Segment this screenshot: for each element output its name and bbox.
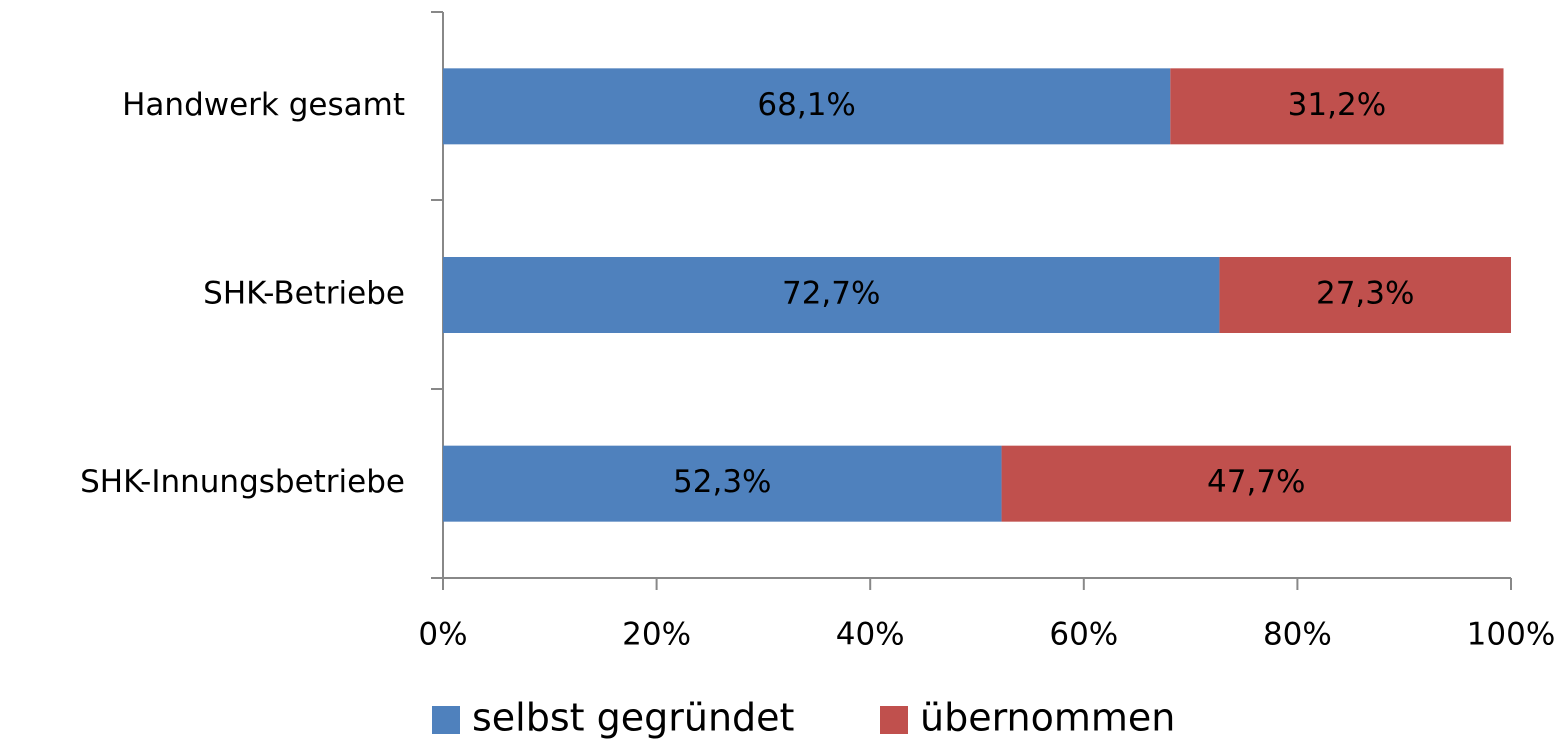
legend-swatch: [880, 706, 908, 734]
bar: [1219, 257, 1511, 333]
value-label: 52,3%: [673, 464, 771, 500]
bar: [1170, 68, 1504, 145]
legend-swatch: [432, 706, 460, 734]
bar: [443, 445, 1002, 522]
bar: [443, 257, 1220, 333]
value-label: 27,3%: [1316, 276, 1414, 312]
y-tick-label: SHK-Innungsbetriebe: [80, 464, 405, 500]
value-label: 68,1%: [757, 87, 855, 123]
y-tick-label: SHK-Betriebe: [203, 276, 405, 312]
legend-label: übernommen: [920, 696, 1175, 740]
y-tick-label: Handwerk gesamt: [122, 87, 405, 123]
x-tick-label: 20%: [622, 617, 691, 653]
x-tick-label: 60%: [1049, 617, 1118, 653]
value-label: 72,7%: [782, 276, 880, 312]
bar: [443, 68, 1171, 145]
bar: [1001, 445, 1511, 522]
value-label: 47,7%: [1207, 464, 1305, 500]
x-tick-label: 40%: [836, 617, 905, 653]
legend-label: selbst gegründet: [472, 696, 794, 740]
value-label: 31,2%: [1288, 87, 1386, 123]
x-tick-label: 0%: [418, 617, 467, 653]
x-tick-label: 80%: [1263, 617, 1332, 653]
x-tick-label: 100%: [1467, 617, 1556, 653]
